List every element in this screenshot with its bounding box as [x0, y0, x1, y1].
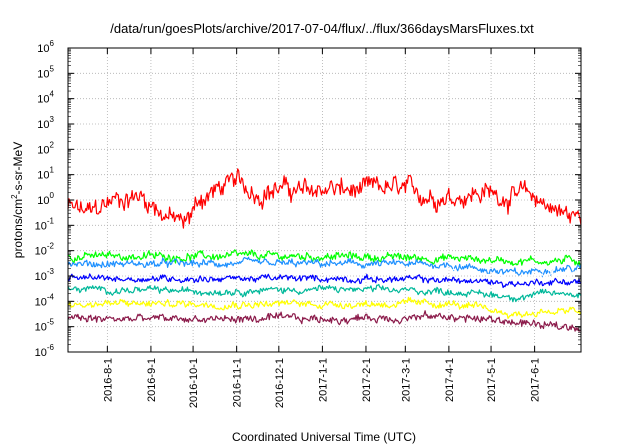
y-axis-label-sup: 2	[10, 194, 19, 199]
x-tick-label: 2016-9-1	[146, 358, 158, 402]
x-axis-label: Coordinated Universal Time (UTC)	[232, 430, 416, 444]
series-line	[67, 256, 582, 278]
y-tick-label: 10-3	[35, 267, 55, 283]
y-axis-label-base: protons/cm	[11, 199, 25, 258]
y-tick-label: 10-4	[35, 292, 55, 308]
plot-frame	[67, 47, 582, 353]
y-tick-label: 10-6	[35, 343, 55, 359]
x-tick-label: 2016-11-1	[232, 358, 244, 407]
series-line	[67, 273, 582, 289]
y-axis-label-rest: -s-sr-MeV	[11, 142, 25, 195]
series-line	[67, 296, 582, 319]
y-tick-label: 10-2	[35, 242, 55, 258]
x-axis-ticks: 2016-8-1 2016-9-1 2016-10-1 2016-11-1 2016-1…	[102, 48, 542, 408]
y-tick-label: 102	[37, 140, 54, 156]
x-tick-label: 2017-2-1	[361, 358, 373, 402]
x-tick-label: 2016-12-1	[274, 358, 286, 408]
y-tick-label: 10-1	[35, 216, 55, 232]
x-tick-label: 2016-10-1	[188, 358, 200, 408]
series-line	[67, 265, 582, 284]
x-tick-label: 2017-3-1	[400, 358, 412, 402]
x-tick-label: 2017-1-1	[317, 358, 329, 402]
chart-title: /data/run/goesPlots/archive/2017-07-04/f…	[110, 21, 534, 36]
y-tick-label: 103	[37, 115, 54, 131]
y-tick-label: 106	[37, 39, 54, 55]
series-line	[67, 249, 582, 267]
series-line	[67, 283, 582, 303]
x-tick-label: 2017-5-1	[486, 358, 498, 402]
y-tick-label: 101	[37, 166, 54, 182]
y-tick-label: 10-5	[35, 318, 55, 334]
y-tick-label: 100	[37, 191, 54, 207]
series-layer	[67, 168, 582, 332]
y-axis-label: protons/cm2-s-sr-MeV	[10, 142, 25, 258]
series-line	[67, 168, 582, 229]
x-tick-label: 2017-6-1	[530, 358, 542, 402]
x-tick-label: 2017-4-1	[444, 358, 456, 402]
y-tick-label: 104	[37, 90, 54, 106]
series-line	[67, 310, 582, 332]
x-tick-label: 2016-8-1	[102, 358, 114, 402]
y-tick-label: 105	[37, 64, 54, 80]
